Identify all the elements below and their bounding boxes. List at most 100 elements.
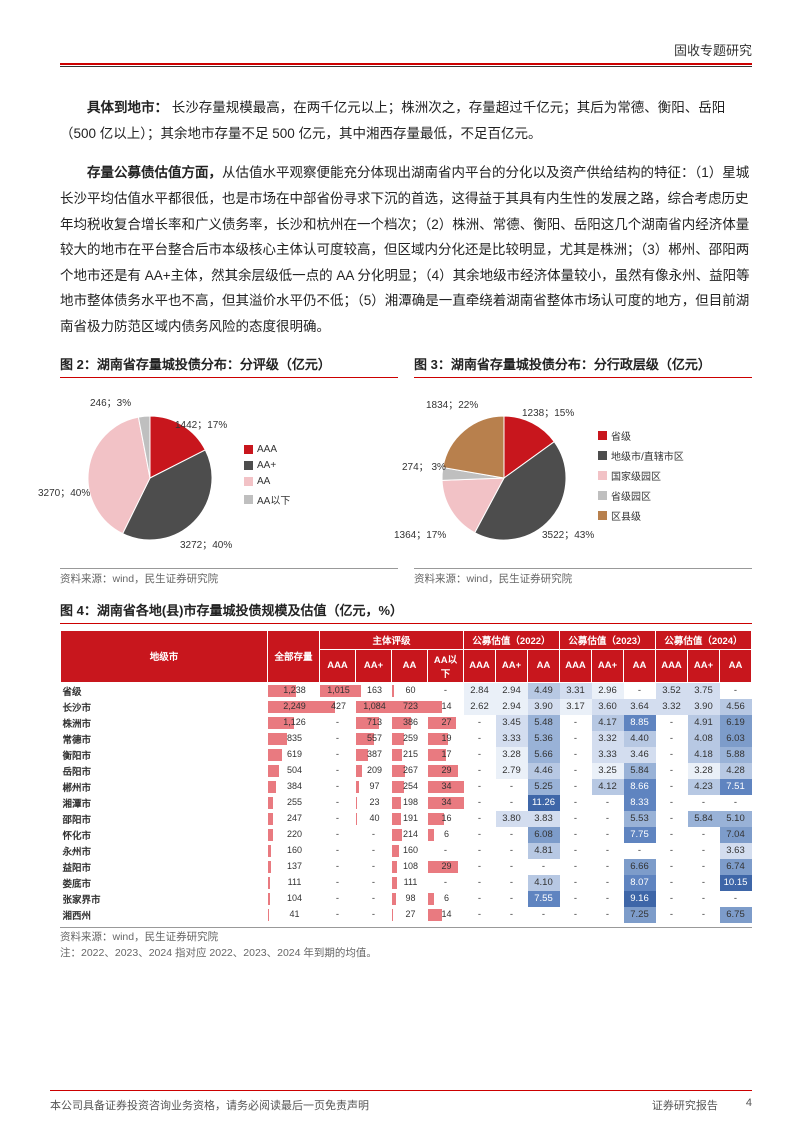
cell-val: 2.84 xyxy=(464,682,496,699)
cell-val: - xyxy=(592,875,624,891)
table-row: 张家界市104--986--7.55--9.16--- xyxy=(61,891,752,907)
cell-val: 2.94 xyxy=(496,682,528,699)
table-row: 长沙市2,2494271,084723142.622.943.903.173.6… xyxy=(61,699,752,715)
cell-val: 3.32 xyxy=(592,731,624,747)
legend-item: 国家级园区 xyxy=(598,468,684,483)
cell-val: - xyxy=(496,843,528,859)
chart3-pie: 1238；15%3522；43%1364；17%274； 3%1834；22% xyxy=(424,396,584,556)
table4-note1: 资料来源：wind，民生证券研究院 xyxy=(60,930,752,946)
cell-val: 5.10 xyxy=(720,811,752,827)
cell-aaplus: 23 xyxy=(356,795,392,811)
table-row: 怀化市220--2146--6.08--7.75--7.04 xyxy=(61,827,752,843)
pie-label: 274； 3% xyxy=(402,458,446,473)
th-group: 公募估值（2024） xyxy=(656,630,752,649)
cell-full: 835 xyxy=(268,731,320,747)
table4-title: 图 4：湖南省各地(县)市存量城投债规模及估值（亿元，%） xyxy=(60,600,752,624)
cell-full: 504 xyxy=(268,763,320,779)
cell-val: 6.75 xyxy=(720,907,752,923)
cell-aabelow: 29 xyxy=(428,859,464,875)
cell-val: - xyxy=(656,875,688,891)
footer-right-label: 证券研究报告 xyxy=(652,1097,718,1113)
cell-aaa: - xyxy=(320,747,356,763)
th-sub: AAA xyxy=(464,649,496,682)
cell-val: - xyxy=(592,907,624,923)
p2-lead: 存量公募债估值方面， xyxy=(87,165,222,180)
cell-val: - xyxy=(688,907,720,923)
cell-region: 株洲市 xyxy=(61,715,268,731)
cell-val: - xyxy=(496,891,528,907)
legend-item: 地级市/直辖市区 xyxy=(598,448,684,463)
table-row: 常德市835-55725919-3.335.36-3.324.40-4.086.… xyxy=(61,731,752,747)
th-group: 地级市 xyxy=(61,630,268,682)
cell-region: 张家界市 xyxy=(61,891,268,907)
cell-full: 1,238 xyxy=(268,682,320,699)
th-group: 公募估值（2023） xyxy=(560,630,656,649)
footer: 本公司具备证券投资咨询业务资格，请务必阅读最后一页免责声明 证券研究报告 4 xyxy=(50,1090,752,1113)
th-group: 全部存量 xyxy=(268,630,320,682)
cell-val: 4.23 xyxy=(688,779,720,795)
cell-val: - xyxy=(560,891,592,907)
cell-val: - xyxy=(528,907,560,923)
cell-val: - xyxy=(560,811,592,827)
cell-val: - xyxy=(560,731,592,747)
cell-val: 7.25 xyxy=(624,907,656,923)
table-row: 娄底市111--111---4.10--8.07--10.15 xyxy=(61,875,752,891)
cell-region: 怀化市 xyxy=(61,827,268,843)
legend-label: 地级市/直辖市区 xyxy=(611,448,684,463)
cell-aabelow: 14 xyxy=(428,907,464,923)
cell-val: 4.49 xyxy=(528,682,560,699)
cell-full: 41 xyxy=(268,907,320,923)
legend-item: AA+ xyxy=(244,460,290,471)
cell-region: 永州市 xyxy=(61,843,268,859)
cell-aaa: - xyxy=(320,795,356,811)
cell-val: - xyxy=(464,731,496,747)
chart2-pie: 1442；17%3272；40%3270；40%246；3% xyxy=(70,396,230,556)
header-rule xyxy=(60,63,752,67)
cell-aaplus: 387 xyxy=(356,747,392,763)
legend-label: AA xyxy=(257,476,270,487)
cell-aaa: - xyxy=(320,827,356,843)
cell-val: - xyxy=(496,779,528,795)
cell-region: 湘西州 xyxy=(61,907,268,923)
pie-label: 1442；17% xyxy=(175,416,227,431)
chart2-note: 资料来源：wind，民生证券研究院 xyxy=(60,568,398,586)
cell-aa: 386 xyxy=(392,715,428,731)
th-sub: AA xyxy=(392,649,428,682)
th-sub: AAA xyxy=(320,649,356,682)
cell-val: 3.90 xyxy=(528,699,560,715)
cell-val: 5.36 xyxy=(528,731,560,747)
cell-aaa: - xyxy=(320,763,356,779)
cell-aa: 160 xyxy=(392,843,428,859)
cell-aabelow: 34 xyxy=(428,795,464,811)
cell-val: 4.28 xyxy=(720,763,752,779)
table-row: 株洲市1,126-71338627-3.455.48-4.178.85-4.91… xyxy=(61,715,752,731)
cell-aabelow: - xyxy=(428,843,464,859)
legend-swatch xyxy=(244,477,253,486)
cell-aaplus: - xyxy=(356,891,392,907)
cell-aa: 723 xyxy=(392,699,428,715)
cell-val: 7.75 xyxy=(624,827,656,843)
cell-val: 3.63 xyxy=(720,843,752,859)
cell-val: - xyxy=(560,875,592,891)
cell-val: - xyxy=(656,731,688,747)
cell-val: 4.10 xyxy=(528,875,560,891)
cell-aaa: - xyxy=(320,779,356,795)
cell-aaplus: 713 xyxy=(356,715,392,731)
cell-val: - xyxy=(464,907,496,923)
cell-aa: 254 xyxy=(392,779,428,795)
cell-aaplus: 209 xyxy=(356,763,392,779)
cell-aaa: - xyxy=(320,715,356,731)
cell-aabelow: 6 xyxy=(428,827,464,843)
cell-val: 3.90 xyxy=(688,699,720,715)
cell-val: 3.46 xyxy=(624,747,656,763)
cell-val: - xyxy=(560,827,592,843)
cell-val: 7.55 xyxy=(528,891,560,907)
cell-val: 3.60 xyxy=(592,699,624,715)
cell-val: 8.33 xyxy=(624,795,656,811)
legend-item: AAA xyxy=(244,444,290,455)
cell-full: 137 xyxy=(268,859,320,875)
cell-val: 5.84 xyxy=(688,811,720,827)
cell-full: 160 xyxy=(268,843,320,859)
paragraph-2: 存量公募债估值方面，从估值水平观察便能充分体现出湖南省内平台的分化以及资产供给结… xyxy=(60,160,752,339)
cell-val: - xyxy=(592,811,624,827)
